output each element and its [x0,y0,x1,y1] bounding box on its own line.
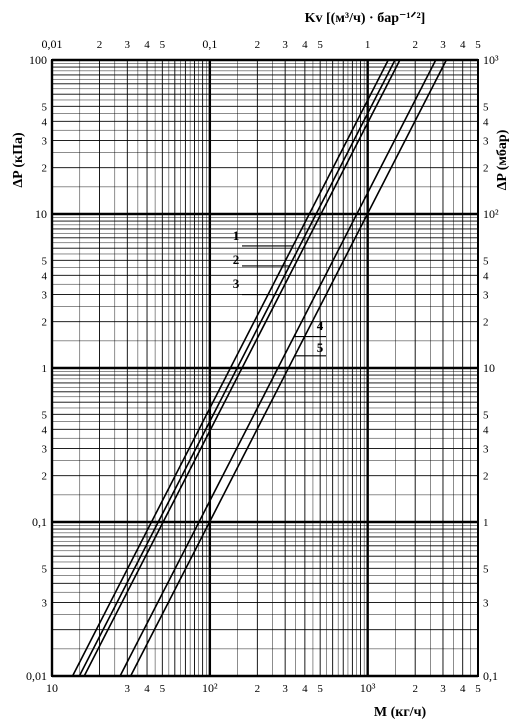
bottom-tick-label: 10 [46,681,58,695]
top-tick-label: 2 [97,39,103,51]
left-axis-label: ΔP (кПа) [11,132,26,188]
series-line-4 [119,59,437,677]
curve-label-3: 3 [233,276,240,291]
left-tick-label: 2 [42,163,48,175]
top-tick-label: 0,1 [202,37,217,51]
top-tick-label: 4 [460,39,466,51]
top-tick-label: 3 [125,39,131,51]
right-tick-label: 4 [483,116,489,128]
top-tick-label: 5 [317,39,323,51]
bottom-axis-label: M (кг/ч) [374,705,427,720]
right-tick-label: 2 [483,317,489,329]
bottom-tick-label: 10² [202,681,218,695]
top-tick-label: 4 [144,39,150,51]
left-tick-label: 4 [42,116,48,128]
top-axis-label: Kv [(м³/ч) · бар⁻¹ᐟ²] [305,11,426,26]
left-tick-label: 1 [42,363,48,375]
right-tick-label: 4 [483,270,489,282]
top-tick-label: 0,01 [42,37,63,51]
left-tick-label: 3 [42,136,48,148]
right-tick-label: 3 [483,290,489,302]
bottom-tick-label: 5 [475,683,481,695]
top-tick-label: 3 [282,39,288,51]
left-tick-label: 5 [42,101,48,113]
right-tick-label: 10³ [483,53,499,67]
bottom-tick-label: 10³ [360,681,376,695]
series-lines [71,59,448,677]
right-tick-label: 0,1 [483,669,498,683]
right-tick-label: 3 [483,136,489,148]
top-tick-label: 2 [255,39,261,51]
right-tick-label: 5 [483,255,489,267]
bottom-tick-label: 3 [125,683,131,695]
left-tick-label: 5 [42,563,48,575]
left-tick-label: 0,01 [26,669,47,683]
left-tick-label: 2 [42,471,48,483]
series-line-3 [83,59,401,677]
right-axis-label: ΔP (мбар) [495,129,510,190]
left-tick-label: 4 [42,424,48,436]
left-tick-label: 3 [42,444,48,456]
left-tick-label: 5 [42,409,48,421]
curve-label-1: 1 [233,228,240,243]
right-tick-label: 3 [483,444,489,456]
bottom-tick-label: 4 [144,683,150,695]
top-tick-label: 5 [475,39,481,51]
curve-label-5: 5 [317,340,324,355]
bottom-tick-label: 5 [317,683,323,695]
grid [50,58,479,678]
left-tick-label: 5 [42,255,48,267]
right-tick-label: 3 [483,598,489,610]
left-tick-label: 4 [42,270,48,282]
curve-label-2: 2 [233,252,240,267]
top-tick-label: 1 [365,39,371,51]
left-tick-label: 3 [42,290,48,302]
right-tick-label: 2 [483,163,489,175]
series-line-2 [78,59,396,677]
right-tick-label: 4 [483,424,489,436]
top-tick-label: 4 [302,39,308,51]
bottom-tick-label: 3 [282,683,288,695]
top-tick-label: 5 [160,39,166,51]
series-line-1 [71,59,389,677]
curve-label-4: 4 [317,318,324,333]
bottom-tick-label: 4 [302,683,308,695]
right-tick-label: 10² [483,207,499,221]
bottom-tick-label: 2 [412,683,418,695]
right-tick-label: 2 [483,471,489,483]
top-tick-label: 2 [412,39,418,51]
curve-labels: 1 2 3 4 5 [233,228,326,357]
plot-frame [51,59,479,677]
right-tick-label: 5 [483,101,489,113]
right-tick-label: 5 [483,563,489,575]
left-tick-label: 3 [42,598,48,610]
right-tick-label: 10 [483,361,495,375]
top-tick-label: 3 [440,39,446,51]
series-line-5 [129,59,448,677]
bottom-tick-label: 5 [160,683,166,695]
tick-labels: 10 3 4 5 10² 2 3 4 5 10³ 2 3 4 50,01 2 3 4 5 0,1 2 3 4 5 1 2 3 4 50… [26,37,499,695]
bottom-tick-label: 4 [460,683,466,695]
bottom-tick-label: 3 [440,683,446,695]
right-tick-label: 1 [483,517,489,529]
left-tick-label: 100 [29,53,47,67]
left-tick-label: 2 [42,317,48,329]
left-tick-label: 0,1 [32,515,47,529]
right-tick-label: 5 [483,409,489,421]
left-tick-label: 10 [35,207,47,221]
bottom-tick-label: 2 [255,683,261,695]
